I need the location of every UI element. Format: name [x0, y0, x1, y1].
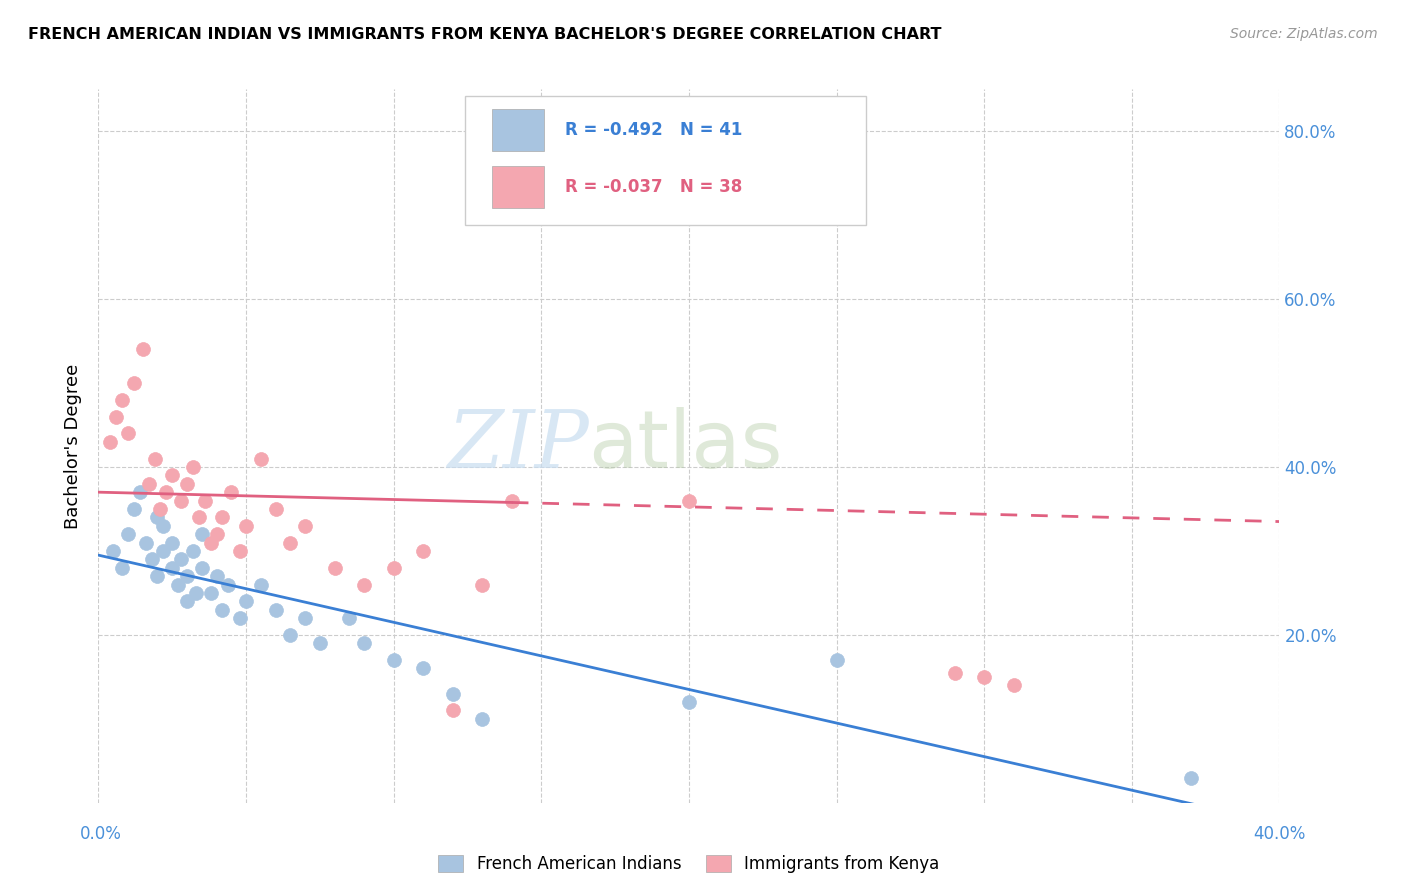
Point — [138, 476, 160, 491]
Point — [152, 518, 174, 533]
Point — [217, 577, 239, 591]
Text: FRENCH AMERICAN INDIAN VS IMMIGRANTS FROM KENYA BACHELOR'S DEGREE CORRELATION CH: FRENCH AMERICAN INDIAN VS IMMIGRANTS FRO… — [28, 27, 942, 42]
Point — [678, 695, 700, 709]
Text: ZIP: ZIP — [447, 408, 589, 484]
Point — [176, 594, 198, 608]
Text: 0.0%: 0.0% — [80, 825, 122, 843]
Point — [103, 544, 125, 558]
Point — [184, 586, 207, 600]
Point — [353, 636, 375, 650]
Point — [264, 603, 287, 617]
Legend: French American Indians, Immigrants from Kenya: French American Indians, Immigrants from… — [432, 848, 946, 880]
Point — [122, 502, 145, 516]
Point — [162, 535, 183, 549]
Y-axis label: Bachelor's Degree: Bachelor's Degree — [65, 363, 83, 529]
Point — [229, 544, 252, 558]
Text: R = -0.037   N = 38: R = -0.037 N = 38 — [565, 178, 742, 196]
Point — [229, 611, 252, 625]
Point — [678, 493, 700, 508]
Point — [235, 594, 257, 608]
Point — [146, 569, 169, 583]
Point — [530, 191, 553, 205]
Point — [111, 560, 134, 574]
Point — [135, 535, 157, 549]
Point — [943, 665, 966, 680]
Point — [162, 468, 183, 483]
Point — [412, 544, 434, 558]
Point — [128, 485, 150, 500]
Point — [200, 586, 222, 600]
Point — [412, 661, 434, 675]
Point — [117, 426, 139, 441]
Point — [167, 577, 190, 591]
Point — [205, 527, 228, 541]
FancyBboxPatch shape — [492, 109, 544, 152]
Point — [191, 560, 214, 574]
Point — [825, 653, 848, 667]
Point — [181, 544, 204, 558]
Point — [117, 527, 139, 541]
Point — [323, 560, 346, 574]
Point — [146, 510, 169, 524]
Point — [162, 560, 183, 574]
Point — [152, 544, 174, 558]
Point — [501, 493, 523, 508]
Point — [441, 687, 464, 701]
Point — [155, 485, 177, 500]
Point — [194, 493, 217, 508]
Point — [149, 502, 172, 516]
Text: atlas: atlas — [589, 407, 783, 485]
Point — [191, 527, 214, 541]
Point — [170, 552, 193, 566]
Point — [170, 493, 193, 508]
Point — [176, 476, 198, 491]
Point — [1180, 771, 1202, 785]
Point — [98, 434, 121, 449]
Text: Source: ZipAtlas.com: Source: ZipAtlas.com — [1230, 27, 1378, 41]
Point — [294, 518, 316, 533]
Point — [382, 560, 405, 574]
Point — [122, 376, 145, 390]
Point — [309, 636, 332, 650]
Point — [176, 569, 198, 583]
Point — [211, 603, 233, 617]
Point — [211, 510, 233, 524]
Point — [353, 577, 375, 591]
Point — [181, 460, 204, 475]
Point — [219, 485, 242, 500]
FancyBboxPatch shape — [492, 166, 544, 209]
Point — [278, 535, 302, 549]
Point — [132, 343, 155, 357]
Point — [441, 703, 464, 717]
Point — [250, 451, 273, 466]
Point — [111, 392, 134, 407]
Point — [339, 611, 360, 625]
Text: R = -0.492   N = 41: R = -0.492 N = 41 — [565, 121, 742, 139]
Point — [235, 518, 257, 533]
Point — [294, 611, 316, 625]
Point — [105, 409, 128, 424]
Point — [471, 712, 494, 726]
Point — [382, 653, 405, 667]
Point — [141, 552, 163, 566]
Point — [1002, 678, 1025, 692]
Text: 40.0%: 40.0% — [1253, 825, 1306, 843]
Point — [250, 577, 273, 591]
Point — [278, 628, 302, 642]
Point — [973, 670, 995, 684]
Point — [200, 535, 222, 549]
Point — [187, 510, 209, 524]
Point — [264, 502, 287, 516]
Point — [143, 451, 166, 466]
Point — [205, 569, 228, 583]
FancyBboxPatch shape — [464, 96, 866, 225]
Point — [471, 577, 494, 591]
